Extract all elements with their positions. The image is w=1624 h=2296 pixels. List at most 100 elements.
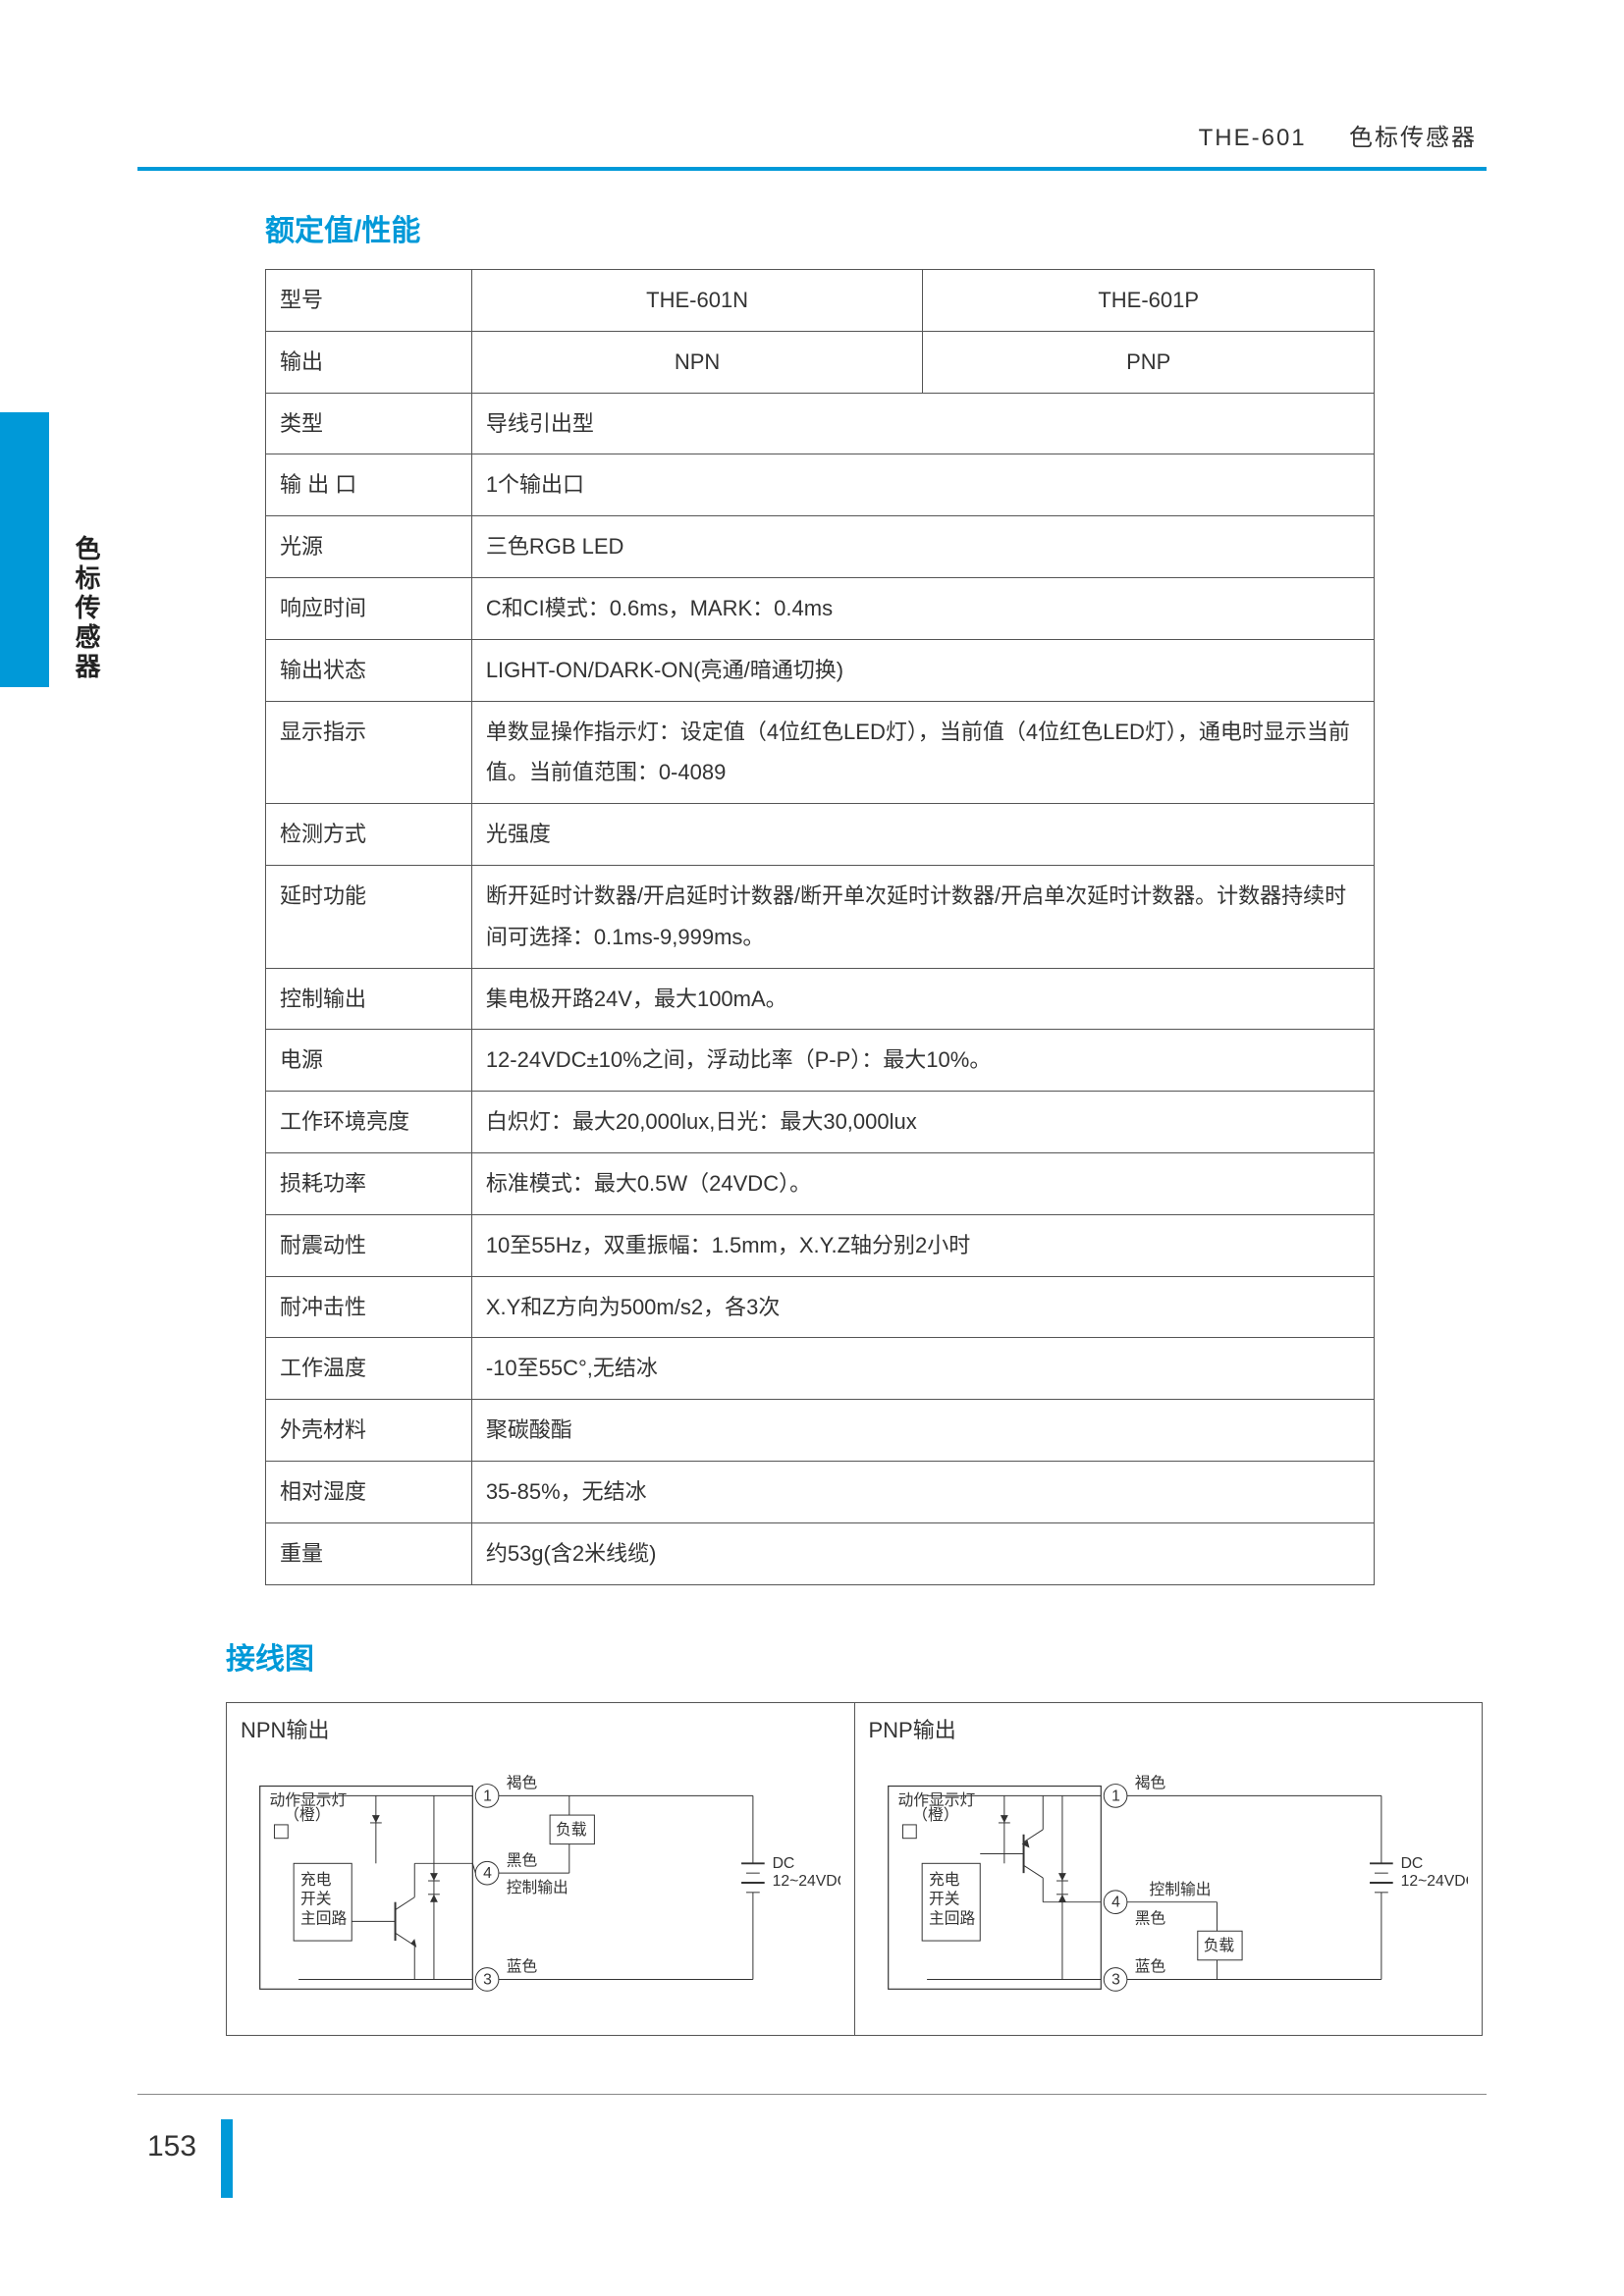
svg-text:控制输出: 控制输出 xyxy=(507,1878,568,1896)
spec-row-col1: NPN xyxy=(471,331,923,393)
wiring-box: NPN输出 动作显示灯 （橙） 充电 开关 主回路 xyxy=(226,1702,1483,2036)
svg-text:1: 1 xyxy=(1111,1788,1120,1804)
spec-row-label: 耐震动性 xyxy=(266,1214,472,1276)
spec-row-value: 标准模式：最大0.5W（24VDC）。 xyxy=(471,1152,1374,1214)
spec-row-value: 35-85%，无结冰 xyxy=(471,1461,1374,1522)
spec-row-label: 重量 xyxy=(266,1522,472,1584)
spec-row-value: X.Y和Z方向为500m/s2，各3次 xyxy=(471,1276,1374,1338)
spec-row-col2: PNP xyxy=(923,331,1375,393)
svg-text:3: 3 xyxy=(483,1971,492,1988)
spec-section-title: 额定值/性能 xyxy=(265,206,1487,249)
spec-row-value: 约53g(含2米线缆) xyxy=(471,1522,1374,1584)
svg-text:负载: 负载 xyxy=(1203,1936,1234,1953)
spec-row-label: 相对湿度 xyxy=(266,1461,472,1522)
svg-text:3: 3 xyxy=(1111,1971,1120,1988)
table-row: 外壳材料聚碳酸酯 xyxy=(266,1400,1375,1462)
pnp-circuit-diagram: 动作显示灯 （橙） 充电 开关 主回路 xyxy=(869,1750,1469,2015)
svg-text:4: 4 xyxy=(1111,1894,1120,1910)
table-row: 控制输出集电极开路24V，最大100mA。 xyxy=(266,968,1375,1030)
svg-text:主回路: 主回路 xyxy=(300,1909,347,1927)
spec-row-label: 响应时间 xyxy=(266,577,472,639)
spec-row-value: 光强度 xyxy=(471,804,1374,866)
header-rule xyxy=(137,167,1487,171)
page-number-bar xyxy=(221,2119,233,2198)
table-row: 类型导线引出型 xyxy=(266,393,1375,454)
svg-text:黑色: 黑色 xyxy=(1134,1909,1165,1927)
spec-row-value: 单数显操作指示灯：设定值（4位红色LED灯），当前值（4位红色LED灯），通电时… xyxy=(471,701,1374,804)
svg-text:黑色: 黑色 xyxy=(507,1851,538,1869)
svg-text:负载: 负载 xyxy=(556,1820,587,1838)
wiring-pnp: PNP输出 动作显示灯 （橙） 充电 开关 主回路 xyxy=(854,1703,1483,2035)
table-row: 工作环境亮度白炽灯：最大20,000lux,日光：最大30,000lux xyxy=(266,1092,1375,1153)
spec-row-value: 三色RGB LED xyxy=(471,516,1374,578)
header-model: THE-601 xyxy=(1199,125,1307,151)
spec-row-label: 输 出 口 xyxy=(266,454,472,516)
header-product: 色标传感器 xyxy=(1349,125,1477,151)
spec-table: 型号THE-601NTHE-601P输出NPNPNP类型导线引出型输 出 口1个… xyxy=(265,269,1375,1585)
svg-text:开关: 开关 xyxy=(929,1890,960,1907)
svg-text:充电: 充电 xyxy=(929,1871,960,1889)
svg-text:（橙）: （橙） xyxy=(912,1806,958,1824)
wiring-npn-title: NPN输出 xyxy=(241,1713,840,1744)
spec-row-label: 工作温度 xyxy=(266,1338,472,1400)
svg-text:褐色: 褐色 xyxy=(507,1774,538,1791)
spec-row-label: 延时功能 xyxy=(266,865,472,968)
footer-rule xyxy=(137,2094,1487,2095)
spec-row-value: 10至55Hz，双重振幅：1.5mm，X.Y.Z轴分别2小时 xyxy=(471,1214,1374,1276)
spec-row-label: 光源 xyxy=(266,516,472,578)
svg-text:蓝色: 蓝色 xyxy=(1134,1957,1165,1975)
page-number: 153 xyxy=(147,2130,196,2163)
table-row: 光源三色RGB LED xyxy=(266,516,1375,578)
table-row: 输出NPNPNP xyxy=(266,331,1375,393)
side-label: 色标传感器 xyxy=(69,535,105,682)
table-row: 输出状态LIGHT-ON/DARK-ON(亮通/暗通切换) xyxy=(266,639,1375,701)
spec-row-value: 白炽灯：最大20,000lux,日光：最大30,000lux xyxy=(471,1092,1374,1153)
table-row: 工作温度-10至55C°,无结冰 xyxy=(266,1338,1375,1400)
spec-row-label: 电源 xyxy=(266,1030,472,1092)
table-row: 电源12-24VDC±10%之间，浮动比率（P-P）：最大10%。 xyxy=(266,1030,1375,1092)
spec-row-col2: THE-601P xyxy=(923,270,1375,332)
spec-row-label: 控制输出 xyxy=(266,968,472,1030)
svg-text:1: 1 xyxy=(483,1788,492,1804)
npn-circuit-diagram: 动作显示灯 （橙） 充电 开关 主回路 xyxy=(241,1750,840,2015)
table-row: 显示指示单数显操作指示灯：设定值（4位红色LED灯），当前值（4位红色LED灯）… xyxy=(266,701,1375,804)
header-right: THE-601 色标传感器 xyxy=(1199,118,1477,152)
spec-row-value: 导线引出型 xyxy=(471,393,1374,454)
spec-row-label: 类型 xyxy=(266,393,472,454)
wiring-section-title: 接线图 xyxy=(226,1634,1487,1678)
spec-row-col1: THE-601N xyxy=(471,270,923,332)
wiring-pnp-title: PNP输出 xyxy=(869,1713,1469,1744)
spec-row-value: 聚碳酸酯 xyxy=(471,1400,1374,1462)
svg-text:主回路: 主回路 xyxy=(929,1909,975,1927)
spec-row-value: 断开延时计数器/开启延时计数器/断开单次延时计数器/开启单次延时计数器。计数器持… xyxy=(471,865,1374,968)
spec-row-label: 显示指示 xyxy=(266,701,472,804)
spec-row-value: 1个输出口 xyxy=(471,454,1374,516)
table-row: 相对湿度35-85%，无结冰 xyxy=(266,1461,1375,1522)
spec-row-value: C和CI模式：0.6ms，MARK：0.4ms xyxy=(471,577,1374,639)
svg-text:12~24VDC: 12~24VDC xyxy=(773,1872,840,1889)
spec-row-label: 输出状态 xyxy=(266,639,472,701)
svg-text:DC: DC xyxy=(1400,1855,1423,1872)
spec-row-label: 检测方式 xyxy=(266,804,472,866)
wiring-npn: NPN输出 动作显示灯 （橙） 充电 开关 主回路 xyxy=(227,1703,854,2035)
spec-row-label: 外壳材料 xyxy=(266,1400,472,1462)
svg-text:（橙）: （橙） xyxy=(284,1806,330,1824)
svg-text:充电: 充电 xyxy=(300,1871,332,1889)
spec-row-label: 耐冲击性 xyxy=(266,1276,472,1338)
table-row: 延时功能断开延时计数器/开启延时计数器/断开单次延时计数器/开启单次延时计数器。… xyxy=(266,865,1375,968)
spec-row-label: 损耗功率 xyxy=(266,1152,472,1214)
spec-row-label: 型号 xyxy=(266,270,472,332)
table-row: 耐震动性10至55Hz，双重振幅：1.5mm，X.Y.Z轴分别2小时 xyxy=(266,1214,1375,1276)
svg-text:蓝色: 蓝色 xyxy=(507,1957,538,1975)
table-row: 耐冲击性X.Y和Z方向为500m/s2，各3次 xyxy=(266,1276,1375,1338)
table-row: 型号THE-601NTHE-601P xyxy=(266,270,1375,332)
svg-text:开关: 开关 xyxy=(300,1890,332,1907)
spec-row-value: 集电极开路24V，最大100mA。 xyxy=(471,968,1374,1030)
table-row: 检测方式光强度 xyxy=(266,804,1375,866)
table-row: 损耗功率标准模式：最大0.5W（24VDC）。 xyxy=(266,1152,1375,1214)
spec-row-value: 12-24VDC±10%之间，浮动比率（P-P）：最大10%。 xyxy=(471,1030,1374,1092)
spec-row-label: 输出 xyxy=(266,331,472,393)
table-row: 输 出 口1个输出口 xyxy=(266,454,1375,516)
svg-text:控制输出: 控制输出 xyxy=(1149,1880,1211,1897)
table-row: 响应时间C和CI模式：0.6ms，MARK：0.4ms xyxy=(266,577,1375,639)
